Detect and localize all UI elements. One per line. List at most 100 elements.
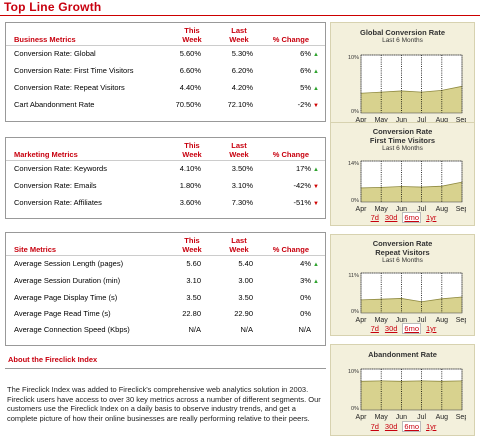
metric-row: Conversion Rate: Keywords 4.10% 3.50% 17% ▲ [6,160,325,178]
x-tick-label: Jun [396,206,407,213]
percent-change-value: -2% [297,99,311,109]
x-tick-label: Apr [356,414,368,421]
x-tick-label: Sep [456,414,466,421]
range-30d-link[interactable]: 30d [384,422,398,431]
metric-row: Conversion Rate: First Time Visitors 6.60… [6,63,325,80]
range-7d-link[interactable]: 7d [370,213,379,222]
side-panel-title-line2: First Time Visitors [369,136,436,145]
metric-row: Conversion Rate: Repeat Visitors 4.40% 4.2… [6,80,325,97]
percent-change-value: 0% [300,292,311,302]
percent-change-cell: -42% ▼ [265,178,325,195]
metric-label: Average Session Length (pages) [14,259,124,268]
time-range-links: 7d 30d 6mo 1yr [331,323,476,334]
x-tick-label: Jul [417,117,426,124]
marketing-metrics-table: Marketing Metrics This Week Last Week % Ch… [6,138,325,212]
y-tick-label: 0% [351,198,359,204]
percent-change-value: 3% [300,275,311,285]
y-tick-label: 0% [351,109,359,115]
x-tick-label: Sep [456,117,466,124]
range-7d-link[interactable]: 7d [370,324,379,333]
change-header: % Change [265,23,325,46]
about-text: The Fireclick Index was added to Firecli… [7,385,321,423]
this-week-value: 3.50 [186,292,201,302]
about-title: About the Fireclick Index [8,355,98,364]
range-30d-link[interactable]: 30d [384,324,398,333]
up-arrow-icon: ▲ [313,51,319,58]
series-line [360,181,463,189]
this-week-value: 4.10% [179,164,201,173]
percent-change-cell: 0% [265,306,325,322]
x-tick-label: Jul [417,317,426,324]
metric-row: Average Page Read Time (s) 22.80 22.90 0% [6,306,325,322]
this-week-value: 70.50% [175,100,201,109]
last-week-value: 72.10% [227,100,253,109]
range-6mo-link[interactable]: 6mo [402,323,422,334]
this-week-header: This Week [171,138,213,161]
percent-change-cell: 6% ▲ [265,45,325,63]
x-tick-label: Aug [436,317,449,324]
x-tick-label: May [375,414,389,421]
down-arrow-icon: ▼ [313,183,319,190]
range-6mo-link[interactable]: 6mo [402,212,422,223]
up-arrow-icon: ▲ [313,166,319,173]
y-tick-label: 0% [351,309,359,315]
plot-frame [360,54,463,114]
percent-change-value: 0% [300,308,311,318]
x-tick-label: May [375,117,389,124]
title-divider [0,15,480,16]
range-7d-link[interactable]: 7d [370,422,379,431]
first-time-conversion-panel: Conversion Rate First Time Visitors Last… [330,122,475,226]
y-tick-label: 0% [351,406,359,412]
range-1yr-link[interactable]: 1yr [426,213,437,222]
site-metrics-panel: Site Metrics This Week Last Week % Change … [5,232,326,346]
range-30d-link[interactable]: 30d [384,213,398,222]
x-tick-label: Aug [436,414,449,421]
x-tick-label: Jun [396,117,407,124]
this-week-value: 3.60% [179,198,201,207]
this-week-value: 3.10 [186,276,201,285]
last-week-value: N/A [240,324,253,334]
metric-label: Average Page Read Time (s) [14,308,111,318]
last-week-value: 3.10% [231,181,253,190]
x-tick-label: Aug [436,206,449,213]
x-tick-label: Jul [417,414,426,421]
range-1yr-link[interactable]: 1yr [426,324,437,333]
x-tick-label: Jul [417,206,426,213]
last-week-header: Last Week [213,23,265,46]
up-arrow-icon: ▲ [313,278,319,285]
x-tick-label: Jun [396,414,407,421]
x-tick-label: Apr [356,117,368,124]
this-week-value: 5.60% [179,49,201,58]
range-6mo-link[interactable]: 6mo [402,421,422,432]
x-tick-label: Jun [396,317,407,324]
change-header: % Change [265,138,325,161]
range-1yr-link[interactable]: 1yr [426,422,437,431]
area-fill [361,380,462,410]
metric-row: Conversion Rate: Global 5.60% 5.30% 6% ▲ [6,45,325,63]
side-panel-subtitle: Last 6 Months [382,37,423,44]
percent-change-cell: 3% ▲ [265,273,325,290]
x-tick-label: Aug [436,117,449,124]
data-point [441,380,443,382]
metric-row: Conversion Rate: Affiliates 3.60% 7.30% -51… [6,195,325,212]
percent-change-cell: -51% ▼ [265,195,325,212]
percent-change-value: -42% [293,180,311,190]
metric-row: Average Session Length (pages) 5.60 5.40 4%… [6,255,325,273]
marketing-metrics-panel: Marketing Metrics This Week Last Week % Ch… [5,137,326,219]
side-panel-subtitle: Last 6 Months [382,145,423,152]
this-week-header: This Week [171,23,213,46]
this-week-value: 5.60 [186,259,201,268]
business-metrics-panel: Business Metrics This Week Last Week % Cha… [5,22,326,122]
this-week-value: 4.40% [179,83,201,92]
last-week-value: 4.20% [231,83,253,92]
side-panel-title: Global Conversion Rate [359,28,446,37]
percent-change-value: 5% [300,82,311,92]
this-week-value: 1.80% [179,181,201,190]
about-divider [5,368,326,369]
global-conversion-panel: Global Conversion Rate Last 6 Months 10%… [330,22,475,138]
metric-label: Conversion Rate: First Time Visitors [14,66,134,75]
last-week-value: 5.40 [238,259,253,268]
site-metrics-title: Site Metrics [6,233,171,256]
last-week-value: 22.90 [234,308,253,318]
site-metrics-table: Site Metrics This Week Last Week % Change … [6,233,325,338]
